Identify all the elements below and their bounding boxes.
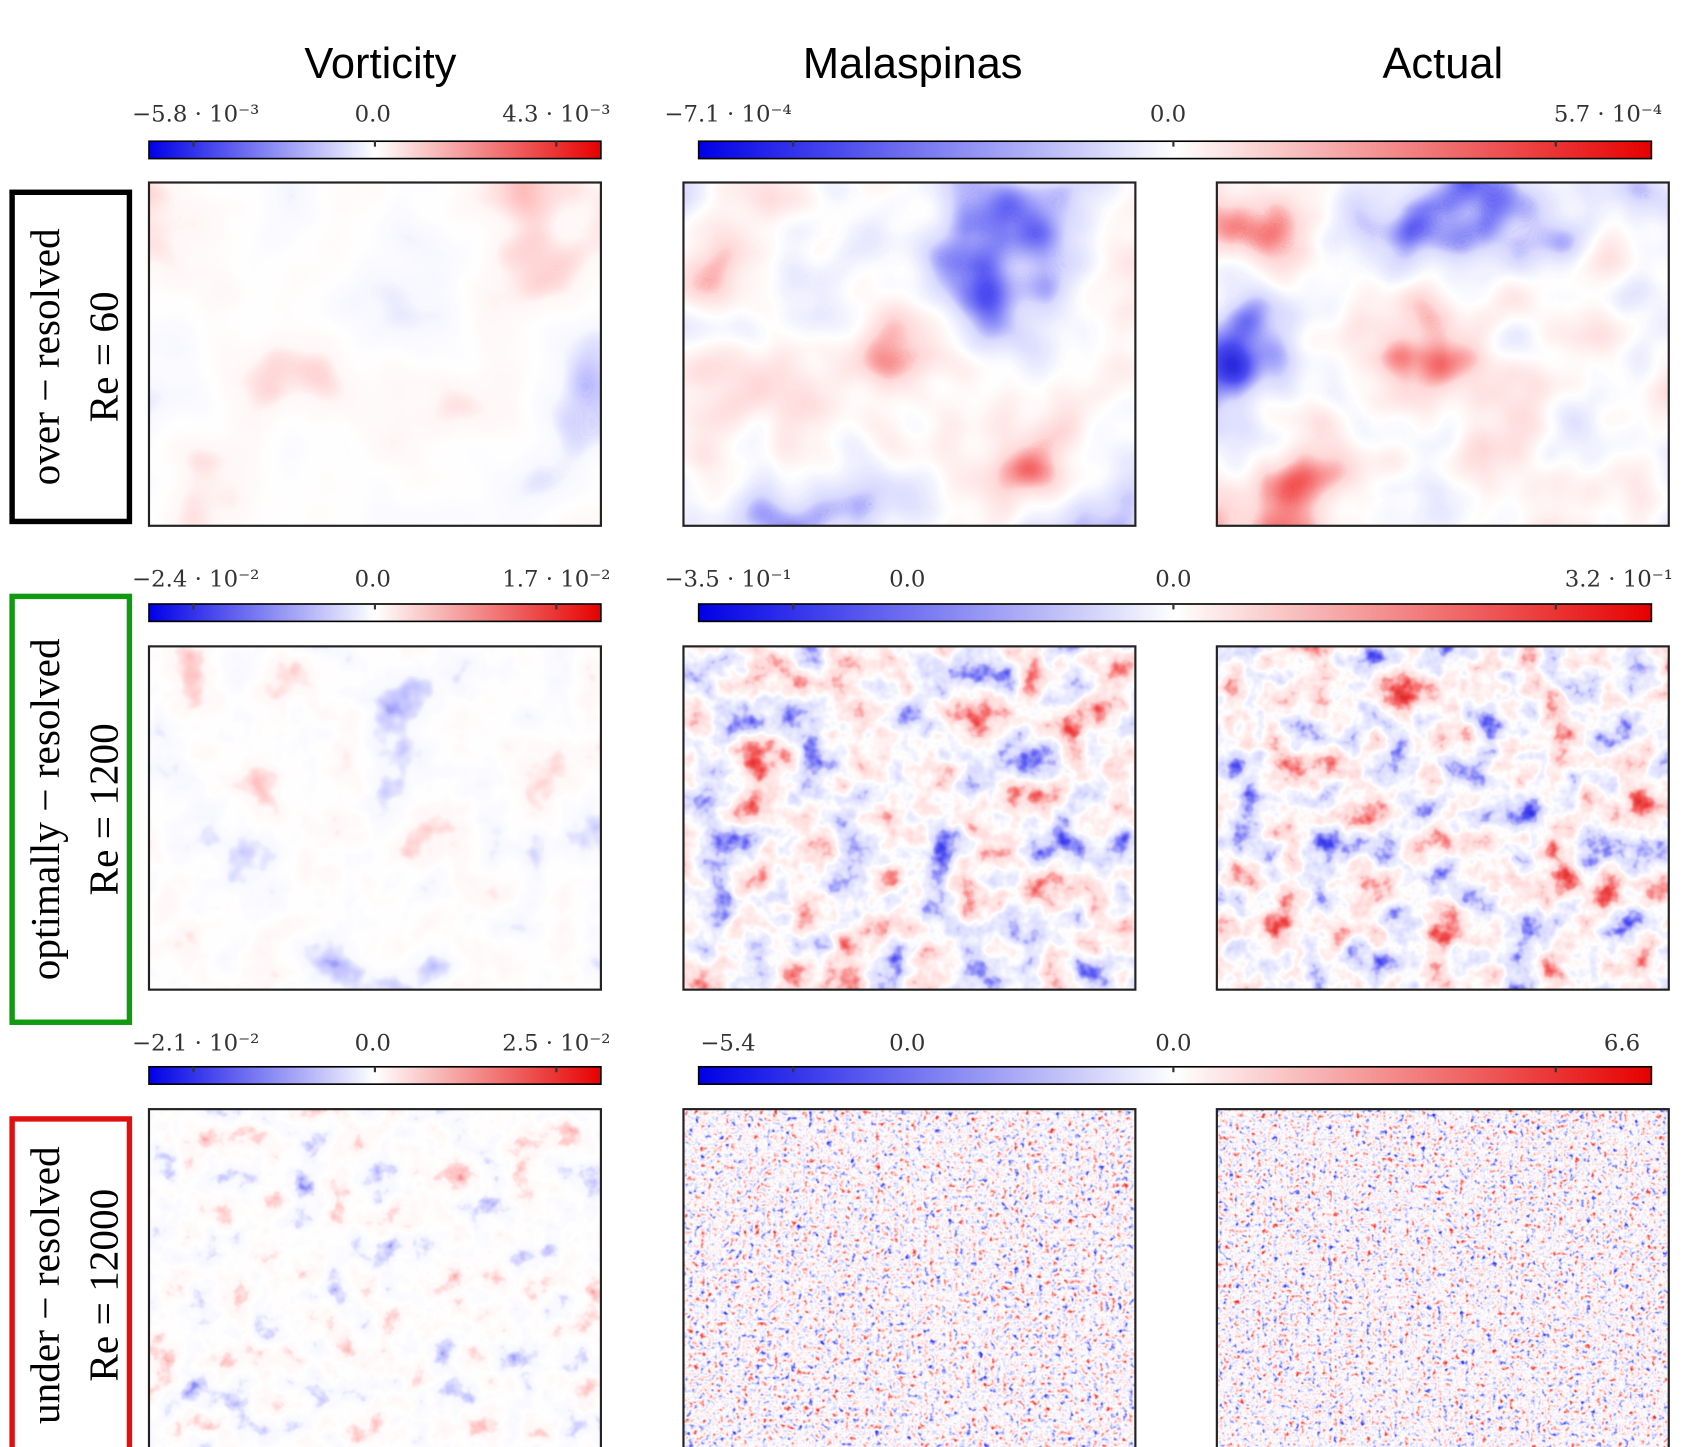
- colorbar: [699, 141, 1652, 158]
- colorbar-label: 3.2 · 10⁻¹: [1565, 567, 1673, 593]
- colorbar-label: −5.4: [700, 1030, 755, 1056]
- field-image: [149, 183, 601, 526]
- colorbar-label: 2.5 · 10⁻²: [502, 1030, 610, 1056]
- colorbar-label: 6.6: [1604, 1030, 1640, 1056]
- row-label: Re = 1200: [80, 723, 126, 895]
- field-image: [1217, 183, 1669, 526]
- colorbar-label: 0.0: [889, 567, 925, 593]
- colorbar-label: 0.0: [355, 1030, 391, 1056]
- colorbar-label: −5.8 · 10⁻³: [132, 102, 259, 128]
- colorbar-label: −7.1 · 10⁻⁴: [664, 102, 791, 128]
- colorbar: [699, 604, 1652, 621]
- colorbar-label: 0.0: [1155, 1030, 1191, 1056]
- colorbar-label: 0.0: [355, 567, 391, 593]
- colorbar-label: 0.0: [355, 102, 391, 128]
- colorbar-label: 0.0: [889, 1030, 925, 1056]
- column-title: Vorticity: [304, 40, 456, 88]
- colorbar-label: 0.0: [1155, 567, 1191, 593]
- colorbar-label: 1.7 · 10⁻²: [502, 567, 610, 593]
- row-label: optimally − resolved: [22, 638, 68, 980]
- colorbar-label: 4.3 · 10⁻³: [502, 102, 610, 128]
- figure: Vorticity Malaspinas Actual over − resolved…: [0, 0, 1695, 1447]
- field-image: [149, 1109, 601, 1447]
- colorbar-label: 5.7 · 10⁻⁴: [1554, 102, 1662, 128]
- colorbar-label: 0.0: [1150, 102, 1186, 128]
- field-image: [683, 646, 1135, 989]
- field-image: [1217, 1109, 1669, 1447]
- row-label: under − resolved: [22, 1146, 68, 1424]
- column-title: Malaspinas: [803, 40, 1023, 88]
- row-label: Re = 12000: [80, 1189, 126, 1382]
- row-label: over − resolved: [22, 228, 68, 485]
- field-image: [1217, 646, 1669, 989]
- colorbar-label: −2.1 · 10⁻²: [132, 1030, 259, 1056]
- column-title: Actual: [1382, 40, 1503, 88]
- colorbar-label: −3.5 · 10⁻¹: [664, 567, 791, 593]
- field-image: [683, 1109, 1135, 1447]
- field-image: [683, 183, 1135, 526]
- page: Vorticity Malaspinas Actual over − resolved…: [0, 0, 1695, 1447]
- field-image: [149, 646, 601, 989]
- colorbar-label: −2.4 · 10⁻²: [132, 567, 259, 593]
- row-label: Re = 60: [80, 291, 126, 422]
- colorbar: [699, 1067, 1652, 1084]
